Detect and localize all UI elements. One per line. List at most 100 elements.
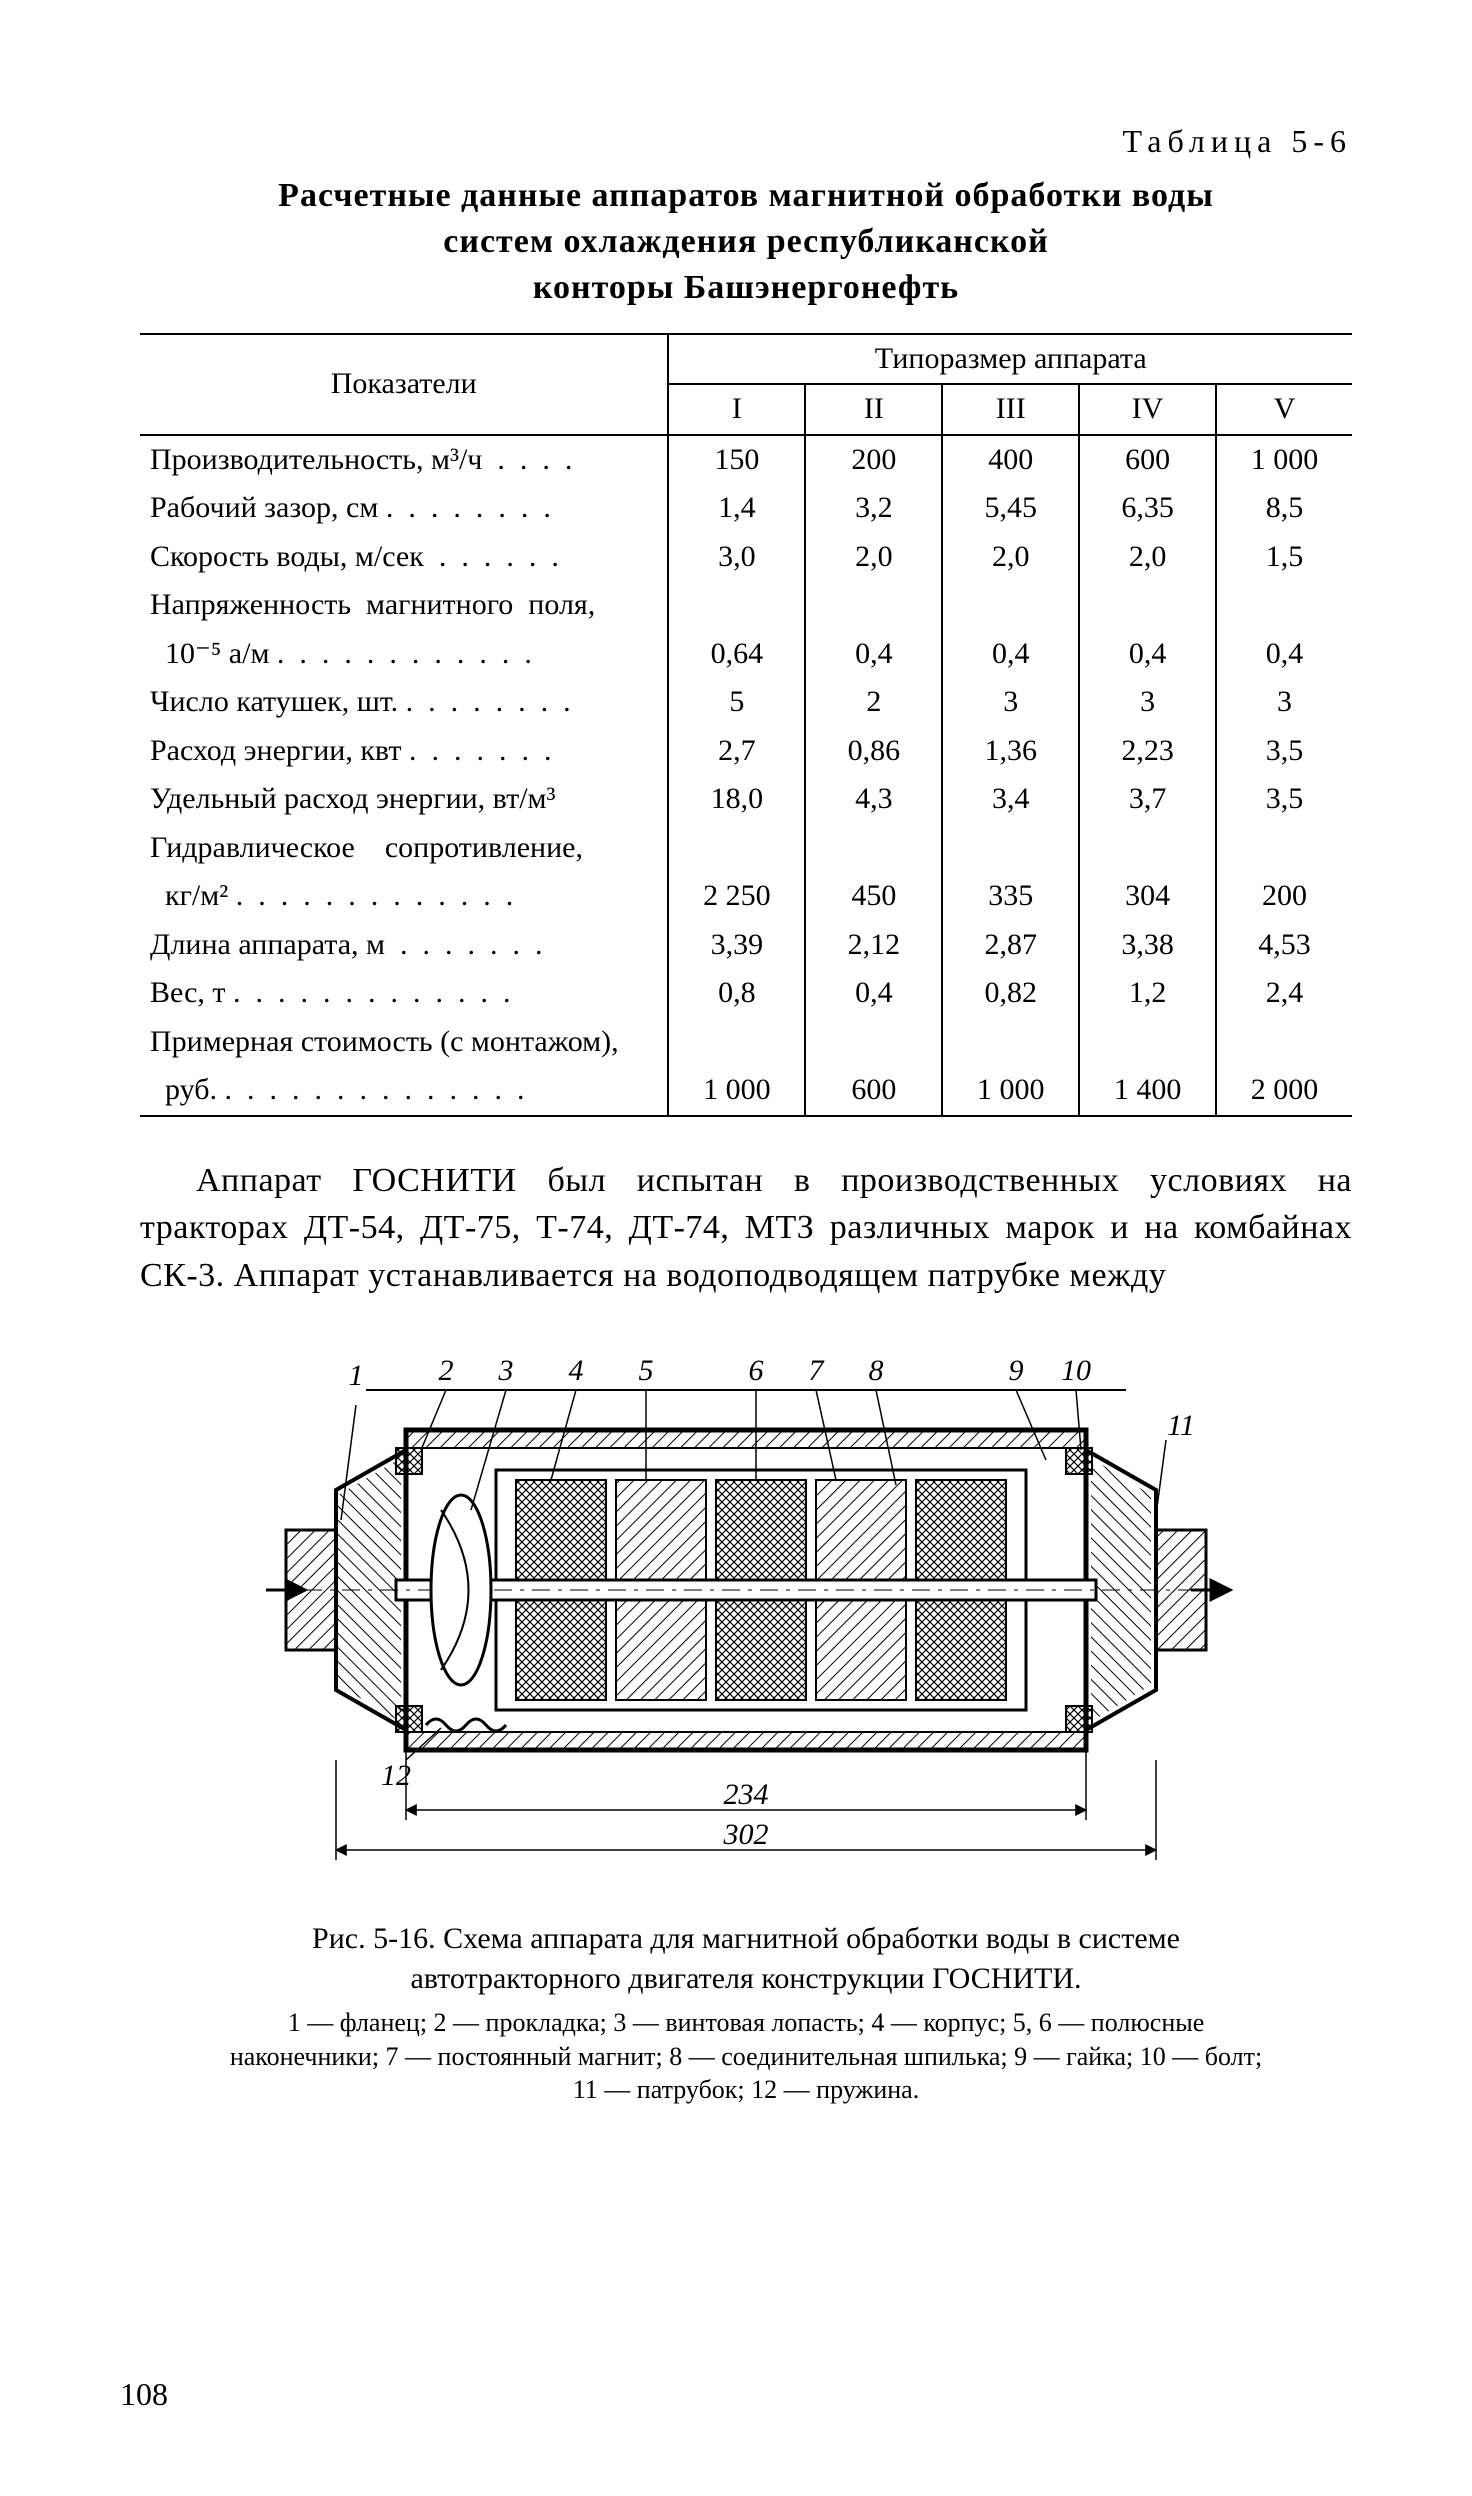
col-III: III: [942, 384, 1079, 435]
row-label: Производительность, м³/ч . . . .: [140, 435, 668, 485]
cell: 200: [805, 435, 942, 485]
cell: [668, 1018, 805, 1067]
row-label: Длина аппарата, м . . . . . . .: [140, 921, 668, 970]
cell: 0,4: [942, 630, 1079, 679]
cell: 3,2: [805, 484, 942, 533]
cell: 335: [942, 872, 1079, 921]
cell: 4,53: [1216, 921, 1352, 970]
cell: 2,4: [1216, 969, 1352, 1018]
cell: 0,8: [668, 969, 805, 1018]
body-paragraph: Аппарат ГОСНИТИ был испытан в производст…: [140, 1157, 1352, 1300]
title-line-1: Расчетные данные аппаратов магнитной обр…: [278, 177, 1214, 214]
cell: 6,35: [1079, 484, 1216, 533]
table-title: Расчетные данные аппаратов магнитной обр…: [196, 173, 1296, 311]
cell: 3,38: [1079, 921, 1216, 970]
cell: 2 000: [1216, 1066, 1352, 1116]
callout-5: 5: [639, 1354, 654, 1387]
row-label: Гидравлическое сопротивление,: [140, 824, 668, 873]
cell: 3,39: [668, 921, 805, 970]
col-V: V: [1216, 384, 1352, 435]
cell: 150: [668, 435, 805, 485]
cell: 2 250: [668, 872, 805, 921]
cell: [942, 824, 1079, 873]
row-label: Скорость воды, м/сек . . . . . .: [140, 533, 668, 582]
row-label: Примерная стоимость (с монтажом),: [140, 1018, 668, 1067]
figure-svg: 1 2 3 4 5 6 7 8 9 10 11 12: [246, 1330, 1246, 1890]
cell: 400: [942, 435, 1079, 485]
callout-3: 3: [498, 1354, 514, 1387]
cell: [668, 581, 805, 630]
cell: 600: [1079, 435, 1216, 485]
cell: 2,87: [942, 921, 1079, 970]
cell: 3,5: [1216, 775, 1352, 824]
row-label: 10⁻⁵ а/м . . . . . . . . . . . .: [140, 630, 668, 679]
callout-11: 11: [1167, 1409, 1195, 1442]
cell: 1 000: [668, 1066, 805, 1116]
data-table: Показатели Типоразмер аппарата I II III …: [140, 333, 1352, 1117]
cell: 3: [1079, 678, 1216, 727]
figure-caption: Рис. 5-16. Схема аппарата для магнитной …: [221, 1919, 1271, 2000]
cell: [1216, 581, 1352, 630]
callout-1: 1: [349, 1359, 364, 1392]
dim-outer: 302: [723, 1818, 769, 1851]
cell: 1 400: [1079, 1066, 1216, 1116]
cell: 3,4: [942, 775, 1079, 824]
callout-9: 9: [1009, 1354, 1024, 1387]
row-label: Число катушек, шт. . . . . . . . .: [140, 678, 668, 727]
cell: 3,7: [1079, 775, 1216, 824]
cell: 18,0: [668, 775, 805, 824]
cell: 3: [1216, 678, 1352, 727]
cell: 4,3: [805, 775, 942, 824]
row-label: кг/м² . . . . . . . . . . . . .: [140, 872, 668, 921]
page-number: 108: [120, 2373, 168, 2416]
cell: [942, 581, 1079, 630]
col-IV: IV: [1079, 384, 1216, 435]
cell: 0,82: [942, 969, 1079, 1018]
row-label: Напряженность магнитного поля,: [140, 581, 668, 630]
cell: 1,36: [942, 727, 1079, 776]
callout-2: 2: [439, 1354, 454, 1387]
cell: [1079, 581, 1216, 630]
cell: 0,86: [805, 727, 942, 776]
header-indicators: Показатели: [140, 334, 668, 435]
row-label: Вес, т . . . . . . . . . . . . .: [140, 969, 668, 1018]
cell: 1,4: [668, 484, 805, 533]
cell: [1216, 1018, 1352, 1067]
dim-inner: 234: [724, 1778, 769, 1811]
cell: 200: [1216, 872, 1352, 921]
title-line-2: систем охлаждения республиканской: [443, 223, 1048, 260]
cell: 0,4: [805, 630, 942, 679]
callout-6: 6: [749, 1354, 764, 1387]
cell: 304: [1079, 872, 1216, 921]
cell: 0,4: [1079, 630, 1216, 679]
title-line-3: конторы Башэнергонефть: [533, 269, 959, 306]
table-number: Таблица 5-6: [140, 120, 1352, 163]
cell: 2,0: [805, 533, 942, 582]
cell: [1216, 824, 1352, 873]
cell: 1,2: [1079, 969, 1216, 1018]
header-group: Типоразмер аппарата: [668, 334, 1352, 385]
callout-4: 4: [569, 1354, 584, 1387]
cell: 450: [805, 872, 942, 921]
col-I: I: [668, 384, 805, 435]
cell: 2,7: [668, 727, 805, 776]
callout-10: 10: [1061, 1354, 1091, 1387]
cell: [805, 824, 942, 873]
cell: [1079, 1018, 1216, 1067]
cell: 5,45: [942, 484, 1079, 533]
cell: [668, 824, 805, 873]
table-body: Производительность, м³/ч . . . .15020040…: [140, 435, 1352, 1116]
callout-7: 7: [809, 1354, 826, 1387]
cell: 2,0: [942, 533, 1079, 582]
cell: [1079, 824, 1216, 873]
col-II: II: [805, 384, 942, 435]
cell: 1,5: [1216, 533, 1352, 582]
cell: 0,64: [668, 630, 805, 679]
cell: [805, 1018, 942, 1067]
row-label: руб. . . . . . . . . . . . . . .: [140, 1066, 668, 1116]
cell: 600: [805, 1066, 942, 1116]
cell: 1 000: [942, 1066, 1079, 1116]
cell: 2,23: [1079, 727, 1216, 776]
row-label: Расход энергии, квт . . . . . . .: [140, 727, 668, 776]
cell: 1 000: [1216, 435, 1352, 485]
